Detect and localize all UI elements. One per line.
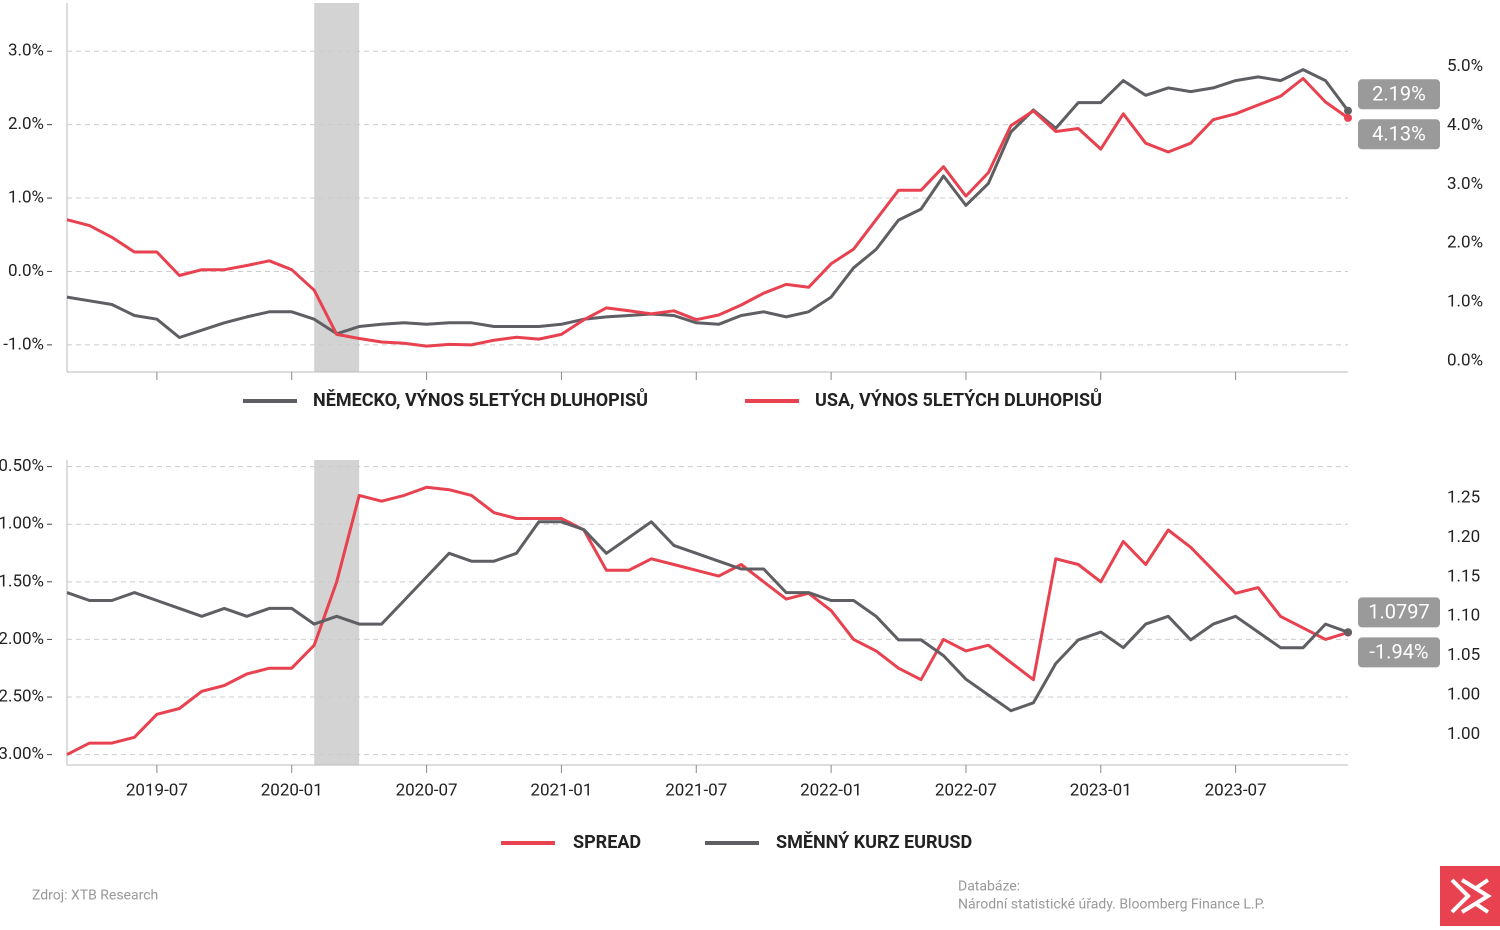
y-tick-label: -0.50% [0, 456, 44, 476]
y2-tick-label: 3.0% [1447, 174, 1483, 194]
y-tick-label: -1.50% [0, 571, 44, 591]
x-tick-label: 2019-07 [126, 780, 188, 800]
logo [1440, 866, 1500, 926]
end-label: 2.19% [1372, 82, 1426, 106]
database: Národní statistické úřady. Bloomberg Fin… [958, 897, 1265, 913]
legend-label: SMĚNNÝ KURZ EURUSD [776, 831, 972, 853]
y2-tick-label: 1.00 [1447, 724, 1480, 744]
x-tick-label: 2020-07 [396, 780, 458, 800]
x-tick-label: 2023-07 [1205, 780, 1267, 800]
end-label: 1.0797 [1368, 600, 1429, 624]
end-dot [1344, 113, 1352, 122]
end-label-box [1358, 637, 1440, 668]
database-label: Databáze: [958, 879, 1020, 895]
series-line [66, 68, 1350, 339]
y-tick-label: 3.0% [8, 41, 44, 61]
x-tick-label: 2022-07 [935, 780, 997, 800]
end-label-box [1358, 597, 1440, 628]
series-line [66, 485, 1349, 756]
end-dot [1344, 106, 1352, 115]
y2-tick-label: 5.0% [1447, 56, 1483, 76]
end-label-box [1358, 119, 1440, 150]
y2-tick-label: 1.00 [1447, 684, 1480, 704]
y-tick-label: -1.0% [3, 334, 44, 354]
y2-tick-label: 1.0% [1447, 291, 1483, 311]
y2-tick-label: 1.05 [1447, 645, 1480, 665]
y2-tick-label: 1.10 [1447, 606, 1480, 626]
y2-tick-label: 2.0% [1447, 233, 1483, 253]
legend-label: NĚMECKO, VÝNOS 5LETÝCH DLUHOPISŮ [313, 388, 648, 411]
y-tick-label: -2.00% [0, 629, 44, 649]
highlight-band [314, 460, 360, 765]
end-label: 4.13% [1372, 122, 1426, 146]
legend-label: USA, VÝNOS 5LETÝCH DLUHOPISŮ [815, 388, 1102, 411]
x-tick-label: 2021-07 [665, 780, 727, 800]
series-line [66, 77, 1349, 348]
y-tick-label: -1.00% [0, 514, 44, 534]
y2-tick-label: 1.25 [1447, 488, 1480, 508]
x-tick-label: 2022-01 [800, 780, 862, 800]
end-dot [1344, 628, 1352, 637]
y2-tick-label: 1.20 [1447, 527, 1480, 547]
x-tick-label: 2020-01 [261, 780, 323, 800]
series-line [66, 520, 1349, 713]
y2-tick-label: 0.0% [1447, 350, 1483, 370]
y-tick-label: -2.50% [0, 687, 44, 707]
highlight-band [314, 3, 360, 372]
y-tick-label: 1.0% [8, 188, 44, 208]
x-tick-label: 2021-01 [530, 780, 592, 800]
end-label-box [1358, 79, 1440, 110]
legend-label: SPREAD [573, 832, 641, 853]
x-tick-label: 2023-01 [1070, 780, 1132, 800]
end-label: -1.94% [1369, 640, 1428, 664]
source: Zdroj: XTB Research [32, 888, 158, 904]
y2-tick-label: 4.0% [1447, 115, 1483, 135]
y-tick-label: 2.0% [8, 114, 44, 134]
y2-tick-label: 1.15 [1447, 566, 1480, 586]
y-tick-label: 0.0% [8, 261, 44, 281]
y-tick-label: -3.00% [0, 744, 44, 764]
